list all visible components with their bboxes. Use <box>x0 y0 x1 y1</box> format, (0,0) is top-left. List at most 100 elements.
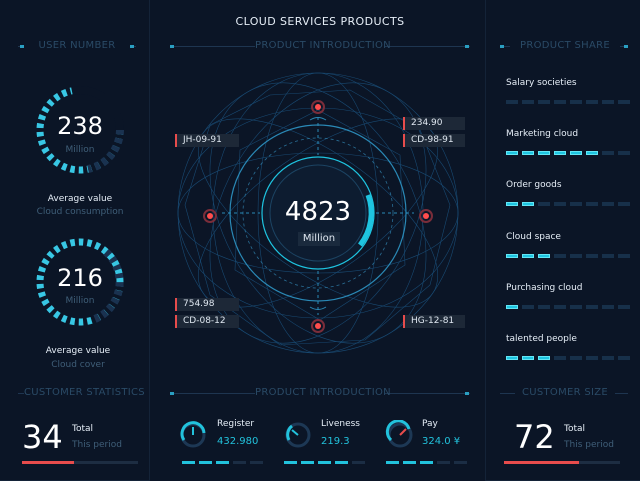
tag-right-top-1[interactable]: 234.90 <box>403 117 465 130</box>
register-progress <box>182 461 263 464</box>
share-bar-segment <box>602 100 614 104</box>
share-bar-segment <box>618 356 630 360</box>
share-bar-segment <box>554 254 566 258</box>
share-bar-segment <box>522 305 534 309</box>
product-share-label: Purchasing cloud <box>506 283 583 293</box>
pay-label: Pay <box>422 419 438 429</box>
product-share-label: Cloud space <box>506 232 561 242</box>
share-bar-segment <box>570 100 582 104</box>
page-title: CLOUD SERVICES PRODUCTS <box>235 15 405 28</box>
gauge-2-value: 216 <box>57 264 103 292</box>
share-bar-segment <box>570 254 582 258</box>
share-bar-segment <box>586 100 598 104</box>
pay-value: 324.0 ¥ <box>422 436 461 447</box>
share-bar-segment <box>506 305 518 309</box>
share-bar-segment <box>570 305 582 309</box>
product-share-label: Order goods <box>506 180 562 190</box>
share-bar-segment <box>538 100 550 104</box>
product-share-bars <box>506 305 630 309</box>
share-bar-segment <box>554 151 566 155</box>
share-bar-segment <box>586 151 598 155</box>
customer-statistics-bar-track <box>22 461 138 464</box>
share-bar-segment <box>586 254 598 258</box>
gauge-2-subtitle: Cloud cover <box>51 360 105 370</box>
share-bar-segment <box>602 305 614 309</box>
tick <box>130 45 134 48</box>
share-bar-segment <box>554 100 566 104</box>
share-bar-segment <box>538 202 550 206</box>
product-share-bars <box>506 100 630 104</box>
inner-ring <box>261 156 375 270</box>
customer-size-sub: This period <box>564 440 614 450</box>
share-bar-segment <box>522 356 534 360</box>
share-bar-segment <box>506 151 518 155</box>
gauge-1-unit: Million <box>65 145 95 155</box>
section-title-product-share: PRODUCT SHARE <box>510 40 620 51</box>
share-bar-segment <box>538 356 550 360</box>
share-bar-segment <box>522 254 534 258</box>
share-bar-segment <box>554 305 566 309</box>
share-bar-segment <box>618 202 630 206</box>
section-title-user-number: USER NUMBER <box>22 40 132 51</box>
share-bar-segment <box>506 202 518 206</box>
gauge-ring-2 <box>36 238 124 326</box>
product-share-bars <box>506 151 630 155</box>
share-bar-segment <box>506 356 518 360</box>
product-share-label: talented people <box>506 334 577 344</box>
product-share-label: Marketing cloud <box>506 129 579 139</box>
inner-thin-ring <box>269 164 367 262</box>
tag-left-bottom-2[interactable]: CD-08-12 <box>175 315 239 328</box>
register-label: Register <box>217 419 255 429</box>
tick <box>465 392 469 395</box>
section-title-product-intro: PRODUCT INTRODUCTION <box>255 40 391 51</box>
liveness-value: 219.3 <box>321 436 350 447</box>
tag-right-bottom[interactable]: HG-12-81 <box>403 315 465 328</box>
section-title-customer-statistics: CUSTOMER STATISTICS <box>24 387 145 398</box>
customer-statistics-bar-fill <box>22 461 75 464</box>
share-bar-segment <box>538 305 550 309</box>
tag-left-top[interactable]: JH-09-91 <box>175 134 239 147</box>
center-unit: Million <box>298 232 340 246</box>
tick <box>170 45 174 48</box>
tick <box>170 392 174 395</box>
gauge-2-unit: Million <box>65 296 95 306</box>
customer-size-bar-fill <box>504 461 580 464</box>
share-bar-segment <box>522 202 534 206</box>
gauge-1-subtitle: Cloud consumption <box>36 207 124 217</box>
share-bar-segment <box>538 151 550 155</box>
register-value: 432.980 <box>217 436 259 447</box>
gauge-1-title: Average value <box>47 194 113 204</box>
register-gauge-icon <box>180 421 206 448</box>
progress-arc <box>357 194 374 247</box>
node-top <box>311 100 325 114</box>
share-bar-segment <box>602 151 614 155</box>
share-bar-segment <box>554 202 566 206</box>
share-bar-segment <box>570 202 582 206</box>
share-bar-segment <box>506 254 518 258</box>
product-gauge-icons <box>180 420 413 448</box>
pay-progress <box>386 461 467 464</box>
share-bar-segment <box>602 254 614 258</box>
tick <box>465 45 469 48</box>
product-share-label: Salary societies <box>506 78 577 88</box>
customer-size-value: 72 <box>514 418 555 456</box>
share-bar-segment <box>586 202 598 206</box>
share-bar-segment <box>570 356 582 360</box>
share-bar-segment <box>570 151 582 155</box>
tag-right-top-2[interactable]: CD-98-91 <box>403 134 465 147</box>
share-bar-segment <box>618 151 630 155</box>
node-right <box>419 209 433 223</box>
tick <box>500 45 504 48</box>
share-bar-segment <box>618 305 630 309</box>
share-bar-segment <box>554 356 566 360</box>
share-bar-segment <box>618 254 630 258</box>
share-bar-segment <box>522 100 534 104</box>
axis-lines <box>222 117 414 315</box>
node-bottom <box>311 319 325 333</box>
customer-statistics-label: Total <box>72 424 94 434</box>
customer-size-bar-track <box>504 461 620 464</box>
section-title-product-intro-bottom: PRODUCT INTRODUCTION <box>255 387 391 398</box>
center-value: 4823 <box>284 197 352 227</box>
tag-left-bottom-1[interactable]: 754.98 <box>175 298 239 311</box>
share-bar-segment <box>602 202 614 206</box>
